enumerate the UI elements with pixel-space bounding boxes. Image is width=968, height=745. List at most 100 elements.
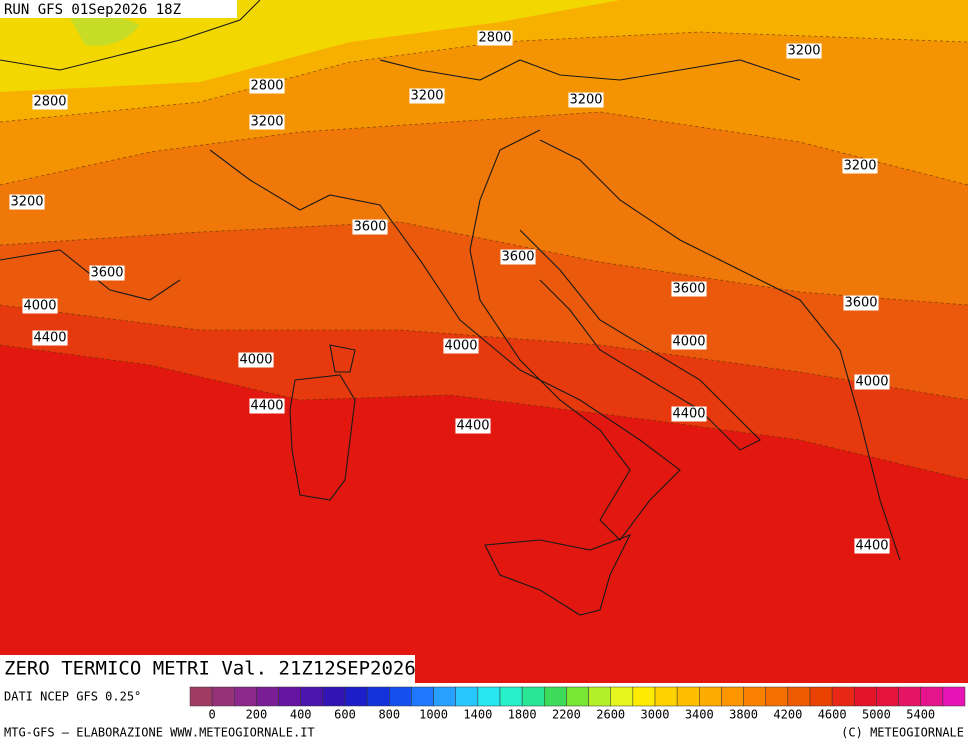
colorbar-swatch [278,686,301,707]
colorbar-swatch [809,686,833,707]
colorbar-label: 2600 [596,708,625,722]
colorbar-swatch [544,686,567,707]
contour-label-box [9,194,45,210]
footer-left: MTG-GFS — ELABORAZIONE WWW.METEOGIORNALE… [4,726,315,740]
colorbar-swatch [411,686,434,707]
contour-label-box [842,158,878,174]
contour-label: 3600 [844,296,877,311]
contour-label-box [249,398,285,414]
colorbar-label: 4200 [773,708,802,722]
colorbar-swatch [654,686,678,707]
colorbar-swatch [256,686,279,707]
colorbar-swatch [831,686,855,707]
contour-label-box [249,114,285,130]
contour-label: 3600 [353,220,386,235]
contour-label: 4400 [250,399,283,414]
contour-label: 3200 [787,44,820,59]
colorbar-swatch [389,686,412,707]
colorbar-swatch [211,686,235,707]
contour-label: 3200 [569,93,602,108]
contour-label-box [455,418,491,434]
contour-label-box [32,330,68,346]
colorbar-label: 0 [209,708,216,722]
contour-label-box [671,334,707,350]
contour-label-box [477,30,513,46]
contour-label: 4400 [672,407,705,422]
colorbar-swatch [455,686,479,707]
contour-label-box [443,338,479,354]
contour-label: 2800 [33,95,66,110]
colorbar-swatch [499,686,523,707]
colorbar-label: 800 [378,708,400,722]
colorbar-swatch [234,686,257,707]
colorbar-swatch [920,686,944,707]
contour-label-box [89,265,125,281]
map-title: ZERO TERMICO METRI Val. 21Z12SEP2026 [4,658,416,680]
colorbar-swatch [676,686,700,707]
colorbar-swatch [477,686,501,707]
colorbar-swatch [344,686,368,707]
contour-label-box [409,88,445,104]
colorbar-label: 200 [246,708,268,722]
colorbar-swatch [876,686,899,707]
colorbar-swatch [189,686,213,707]
colorbar-label: 1800 [508,708,537,722]
contour-label-box [568,92,604,108]
colorbar-swatch [588,686,611,707]
contour-label-box [500,249,536,265]
contour-label-box [854,538,890,554]
colorbar-swatch [765,686,789,707]
contour-label: 4000 [239,353,272,368]
colorbar-swatch [942,686,966,707]
contour-label: 2800 [250,79,283,94]
contour-label: 3200 [843,159,876,174]
colorbar-label: 3000 [641,708,670,722]
contour-label: 4400 [33,331,66,346]
colorbar-label: 600 [334,708,356,722]
contour-label-box [22,298,58,314]
run-title: RUN GFS 01Sep2026 18Z [4,2,181,18]
map-title-box [0,655,415,683]
map [0,0,968,683]
colorbar-swatch [721,686,744,707]
contour-label: 4000 [672,335,705,350]
source-label: DATI NCEP GFS 0.25° [4,690,141,704]
colorbar: 0 200 400 600 800 1000 1400 1800 2200 2600 3000 340… [189,686,966,722]
colorbar-swatch [433,686,456,707]
contour-label: 4400 [456,419,489,434]
contour-label: 3200 [410,89,443,104]
colorbar-swatch [787,686,811,707]
contour-label: 3200 [250,115,283,130]
contour-label-box [32,94,68,110]
footer-right: (C) METEOGIORNALE [841,726,964,740]
colorbar-swatch [300,686,324,707]
contour-label: 4000 [855,375,888,390]
contour-label: 3600 [90,266,123,281]
colorbar-swatch [610,686,634,707]
colorbar-swatch [566,686,589,707]
contour-label-box [854,374,890,390]
colorbar-swatch [322,686,346,707]
colorbar-swatch [854,686,877,707]
contour-label: 3600 [501,250,534,265]
contour-label: 3600 [672,282,705,297]
title-box [0,0,237,18]
colorbar-label: 1400 [463,708,492,722]
colorbar-label: 5400 [906,708,935,722]
contour-label: 3200 [10,195,43,210]
contour-label-box [843,295,879,311]
contour-label-box [238,352,274,368]
colorbar-swatch [521,686,545,707]
colorbar-label: 2200 [552,708,581,722]
colorbar-swatch [743,686,766,707]
contour-label-box [786,43,822,59]
colorbar-label: 3400 [685,708,714,722]
colorbar-swatch [699,686,722,707]
colorbar-label: 1000 [419,708,448,722]
contour-label: 4000 [23,299,56,314]
contour-label-box [352,219,388,235]
colorbar-label: 3800 [729,708,758,722]
contour-label-box [249,78,285,94]
colorbar-swatch [632,686,656,707]
